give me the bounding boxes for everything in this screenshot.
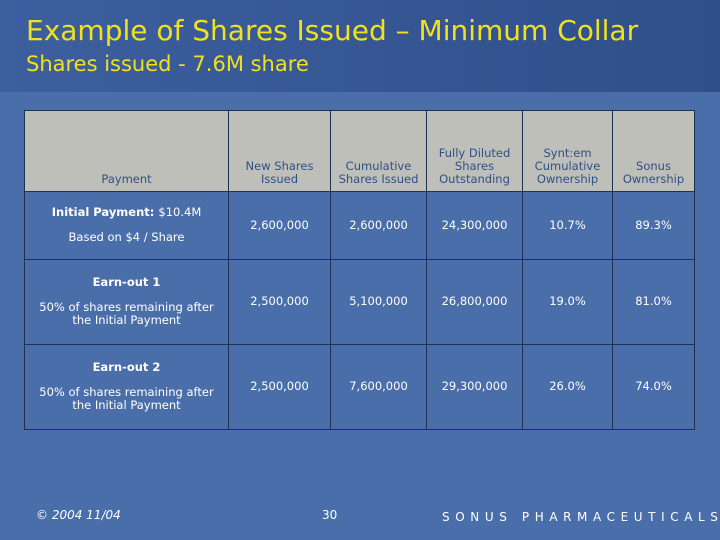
sonus-ownership-cell: 89.3% bbox=[612, 191, 695, 260]
slide-title: Example of Shares Issued – Minimum Colla… bbox=[26, 14, 639, 47]
slide-subtitle: Shares issued - 7.6M share bbox=[26, 52, 309, 76]
table-row: Initial Payment: $10.4M Based on $4 / Sh… bbox=[24, 191, 695, 260]
column-header-cumulative-shares: Cumulative Shares Issued bbox=[330, 110, 427, 192]
column-header-sonus-ownership: Sonus Ownership bbox=[612, 110, 695, 192]
syntem-ownership-cell: 26.0% bbox=[522, 343, 613, 431]
payment-title: Initial Payment: bbox=[51, 205, 155, 220]
table-row: Earn-out 1 50% of shares remaining after… bbox=[24, 258, 695, 345]
payment-title: Earn-out 2 bbox=[92, 360, 161, 375]
cumulative-shares-cell: 2,600,000 bbox=[330, 191, 427, 260]
fully-diluted-cell: 24,300,000 bbox=[426, 191, 523, 260]
payment-description: Based on $4 / Share bbox=[68, 230, 185, 245]
fully-diluted-cell: 26,800,000 bbox=[426, 258, 523, 345]
new-shares-cell: 2,600,000 bbox=[228, 191, 331, 260]
column-header-fully-diluted: Fully Diluted Shares Outstanding bbox=[426, 110, 523, 192]
column-header-new-shares: New Shares Issued bbox=[228, 110, 331, 192]
sonus-ownership-cell: 74.0% bbox=[612, 343, 695, 431]
payment-description: 50% of shares remaining after the Initia… bbox=[39, 385, 214, 413]
new-shares-cell: 2,500,000 bbox=[228, 258, 331, 345]
payment-cell: Initial Payment: $10.4M Based on $4 / Sh… bbox=[24, 191, 229, 260]
new-shares-cell: 2,500,000 bbox=[228, 343, 331, 431]
cumulative-shares-cell: 5,100,000 bbox=[330, 258, 427, 345]
footer-copyright: © 2004 11/04 bbox=[36, 508, 121, 522]
column-header-syntem-ownership: Synt:em Cumulative Ownership bbox=[522, 110, 613, 192]
shares-table: Payment New Shares Issued Cumulative Sha… bbox=[24, 110, 695, 431]
sonus-ownership-cell: 81.0% bbox=[612, 258, 695, 345]
payment-cell: Earn-out 1 50% of shares remaining after… bbox=[24, 258, 229, 345]
payment-amount: $10.4M bbox=[158, 205, 202, 220]
cumulative-shares-cell: 7,600,000 bbox=[330, 343, 427, 431]
syntem-ownership-cell: 19.0% bbox=[522, 258, 613, 345]
payment-cell: Earn-out 2 50% of shares remaining after… bbox=[24, 343, 229, 431]
payment-title: Earn-out 1 bbox=[92, 275, 161, 290]
company-brand: SONUS PHARMACEUTICALS bbox=[442, 510, 720, 524]
table-row: Earn-out 2 50% of shares remaining after… bbox=[24, 343, 695, 431]
column-header-payment: Payment bbox=[24, 110, 229, 192]
fully-diluted-cell: 29,300,000 bbox=[426, 343, 523, 431]
payment-description: 50% of shares remaining after the Initia… bbox=[39, 300, 214, 328]
page-number: 30 bbox=[322, 508, 338, 522]
table-header-row: Payment New Shares Issued Cumulative Sha… bbox=[24, 110, 695, 192]
syntem-ownership-cell: 10.7% bbox=[522, 191, 613, 260]
header-band bbox=[0, 0, 720, 92]
